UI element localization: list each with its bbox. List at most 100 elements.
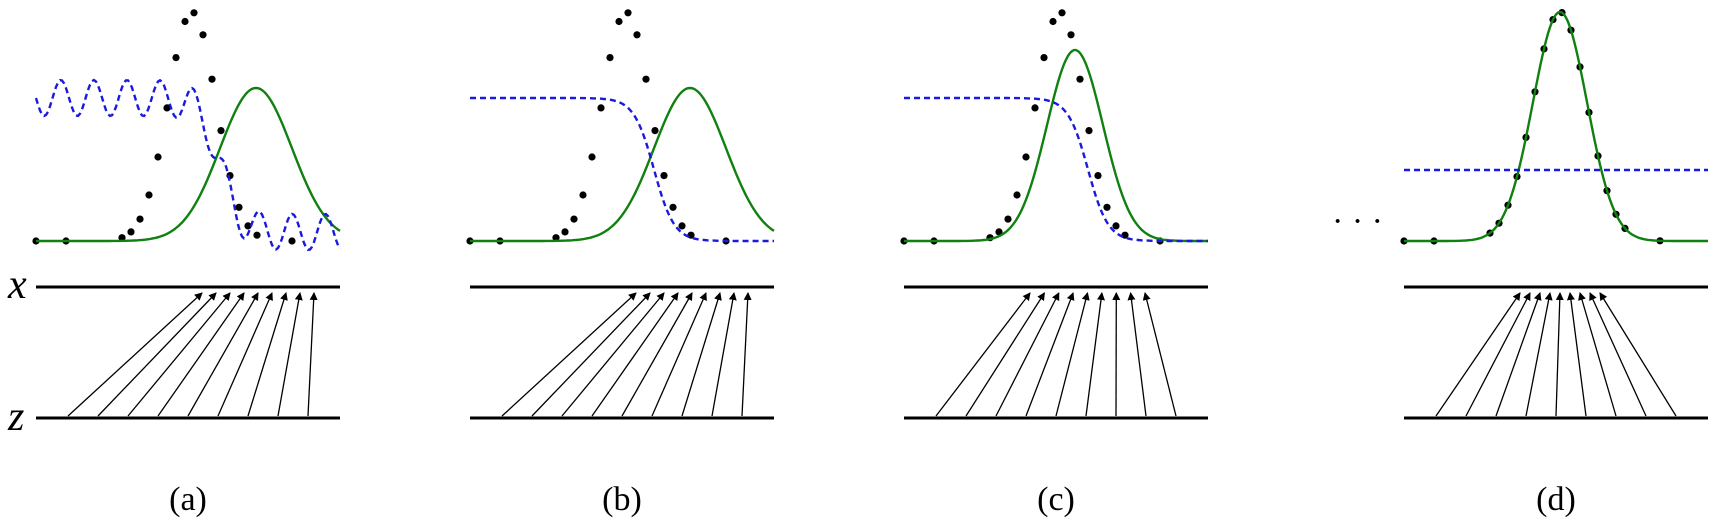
data-point <box>127 228 135 236</box>
model-density-curve <box>36 86 341 243</box>
mapping-arrow <box>1465 292 1531 417</box>
mapping-arrow <box>681 292 722 417</box>
data-point <box>199 31 207 39</box>
mapping-arrow <box>741 292 752 417</box>
data-point <box>136 215 144 223</box>
mapping-arrow <box>935 292 1031 417</box>
mapping-arrow <box>995 292 1060 417</box>
mapping-arrow <box>247 292 288 417</box>
mapping-arrow <box>1525 292 1553 417</box>
data-point <box>145 191 153 199</box>
mapping-arrow <box>127 292 231 417</box>
mapping-arrow <box>1495 292 1542 417</box>
data-point <box>995 228 1003 236</box>
data-point <box>1022 153 1030 161</box>
data-point <box>253 231 261 239</box>
data-point <box>244 222 252 230</box>
data-point <box>669 203 677 211</box>
data-point <box>1049 17 1057 26</box>
data-point <box>1085 127 1093 135</box>
mapping-arrow <box>187 292 259 417</box>
mapping-arrow <box>1599 292 1677 417</box>
mapping-arrow <box>1555 292 1564 417</box>
mapping-arrow <box>501 292 637 417</box>
data-point <box>1112 222 1120 230</box>
caption-a: (a) <box>169 481 207 518</box>
discriminator-curve <box>904 96 1208 243</box>
data-point <box>633 31 641 39</box>
mapping-arrow <box>965 292 1045 417</box>
data-point <box>552 234 560 242</box>
mapping-arrow <box>1085 292 1105 417</box>
data-point <box>651 127 659 135</box>
data-point <box>606 54 614 62</box>
data-point <box>190 9 198 17</box>
mapping-arrow <box>1435 292 1521 417</box>
mapping-arrow <box>67 292 203 417</box>
data-point <box>154 153 162 161</box>
data-point <box>678 222 686 230</box>
mapping-arrow <box>621 292 693 417</box>
caption-d: (d) <box>1536 481 1576 518</box>
panel-a <box>32 9 342 420</box>
data-point <box>597 104 605 112</box>
data-point <box>235 203 243 211</box>
data-point <box>1121 231 1129 239</box>
data-point <box>561 228 569 236</box>
data-point <box>660 172 668 180</box>
data-point <box>579 191 587 199</box>
mapping-arrow <box>1025 292 1075 417</box>
data-point <box>163 104 171 112</box>
data-point <box>687 231 695 239</box>
mapping-arrow <box>1578 292 1617 417</box>
caption-c: (c) <box>1037 481 1075 518</box>
data-point <box>624 9 632 17</box>
mapping-arrow <box>277 292 303 417</box>
data-point <box>1040 54 1048 62</box>
model-density-curve <box>1404 10 1708 243</box>
data-point <box>615 17 623 26</box>
mapping-arrow <box>651 292 707 417</box>
data-point <box>570 215 578 223</box>
mapping-arrow <box>1566 292 1587 417</box>
caption-b: (b) <box>602 481 642 518</box>
model-density-curve <box>904 48 1208 243</box>
panel-d <box>1400 9 1708 420</box>
mapping-arrow <box>97 292 217 417</box>
data-point <box>642 75 650 83</box>
x-axis-letter: x <box>7 262 27 308</box>
data-point <box>1103 203 1111 211</box>
z-axis-letter: z <box>7 394 24 440</box>
model-density-curve <box>470 86 775 243</box>
ellipsis: · · · <box>1332 203 1383 240</box>
data-point <box>1094 172 1102 180</box>
data-point <box>1067 31 1075 39</box>
mapping-arrow <box>1127 292 1147 417</box>
data-point <box>181 17 189 26</box>
mapping-arrow <box>591 292 679 417</box>
mapping-arrow <box>1589 292 1647 417</box>
axis-label-z: z <box>7 394 24 440</box>
panel-b <box>466 9 775 420</box>
data-point <box>208 75 216 83</box>
data-point <box>1004 215 1012 223</box>
panel-c <box>900 9 1208 420</box>
data-point <box>288 237 296 245</box>
data-point <box>172 54 180 62</box>
data-point <box>588 153 596 161</box>
data-point <box>1058 9 1066 17</box>
discriminator-curve <box>34 78 342 252</box>
mapping-arrow <box>157 292 245 417</box>
mapping-arrow <box>561 292 665 417</box>
mapping-arrow <box>531 292 651 417</box>
discriminator-curve <box>470 96 774 243</box>
data-point <box>1076 75 1084 83</box>
data-point <box>217 127 225 135</box>
data-point <box>118 234 126 242</box>
axis-label-x: x <box>7 262 27 308</box>
data-point <box>1031 104 1039 112</box>
mapping-arrow <box>307 292 318 417</box>
data-point <box>1013 191 1021 199</box>
mapping-arrow <box>1142 292 1177 417</box>
